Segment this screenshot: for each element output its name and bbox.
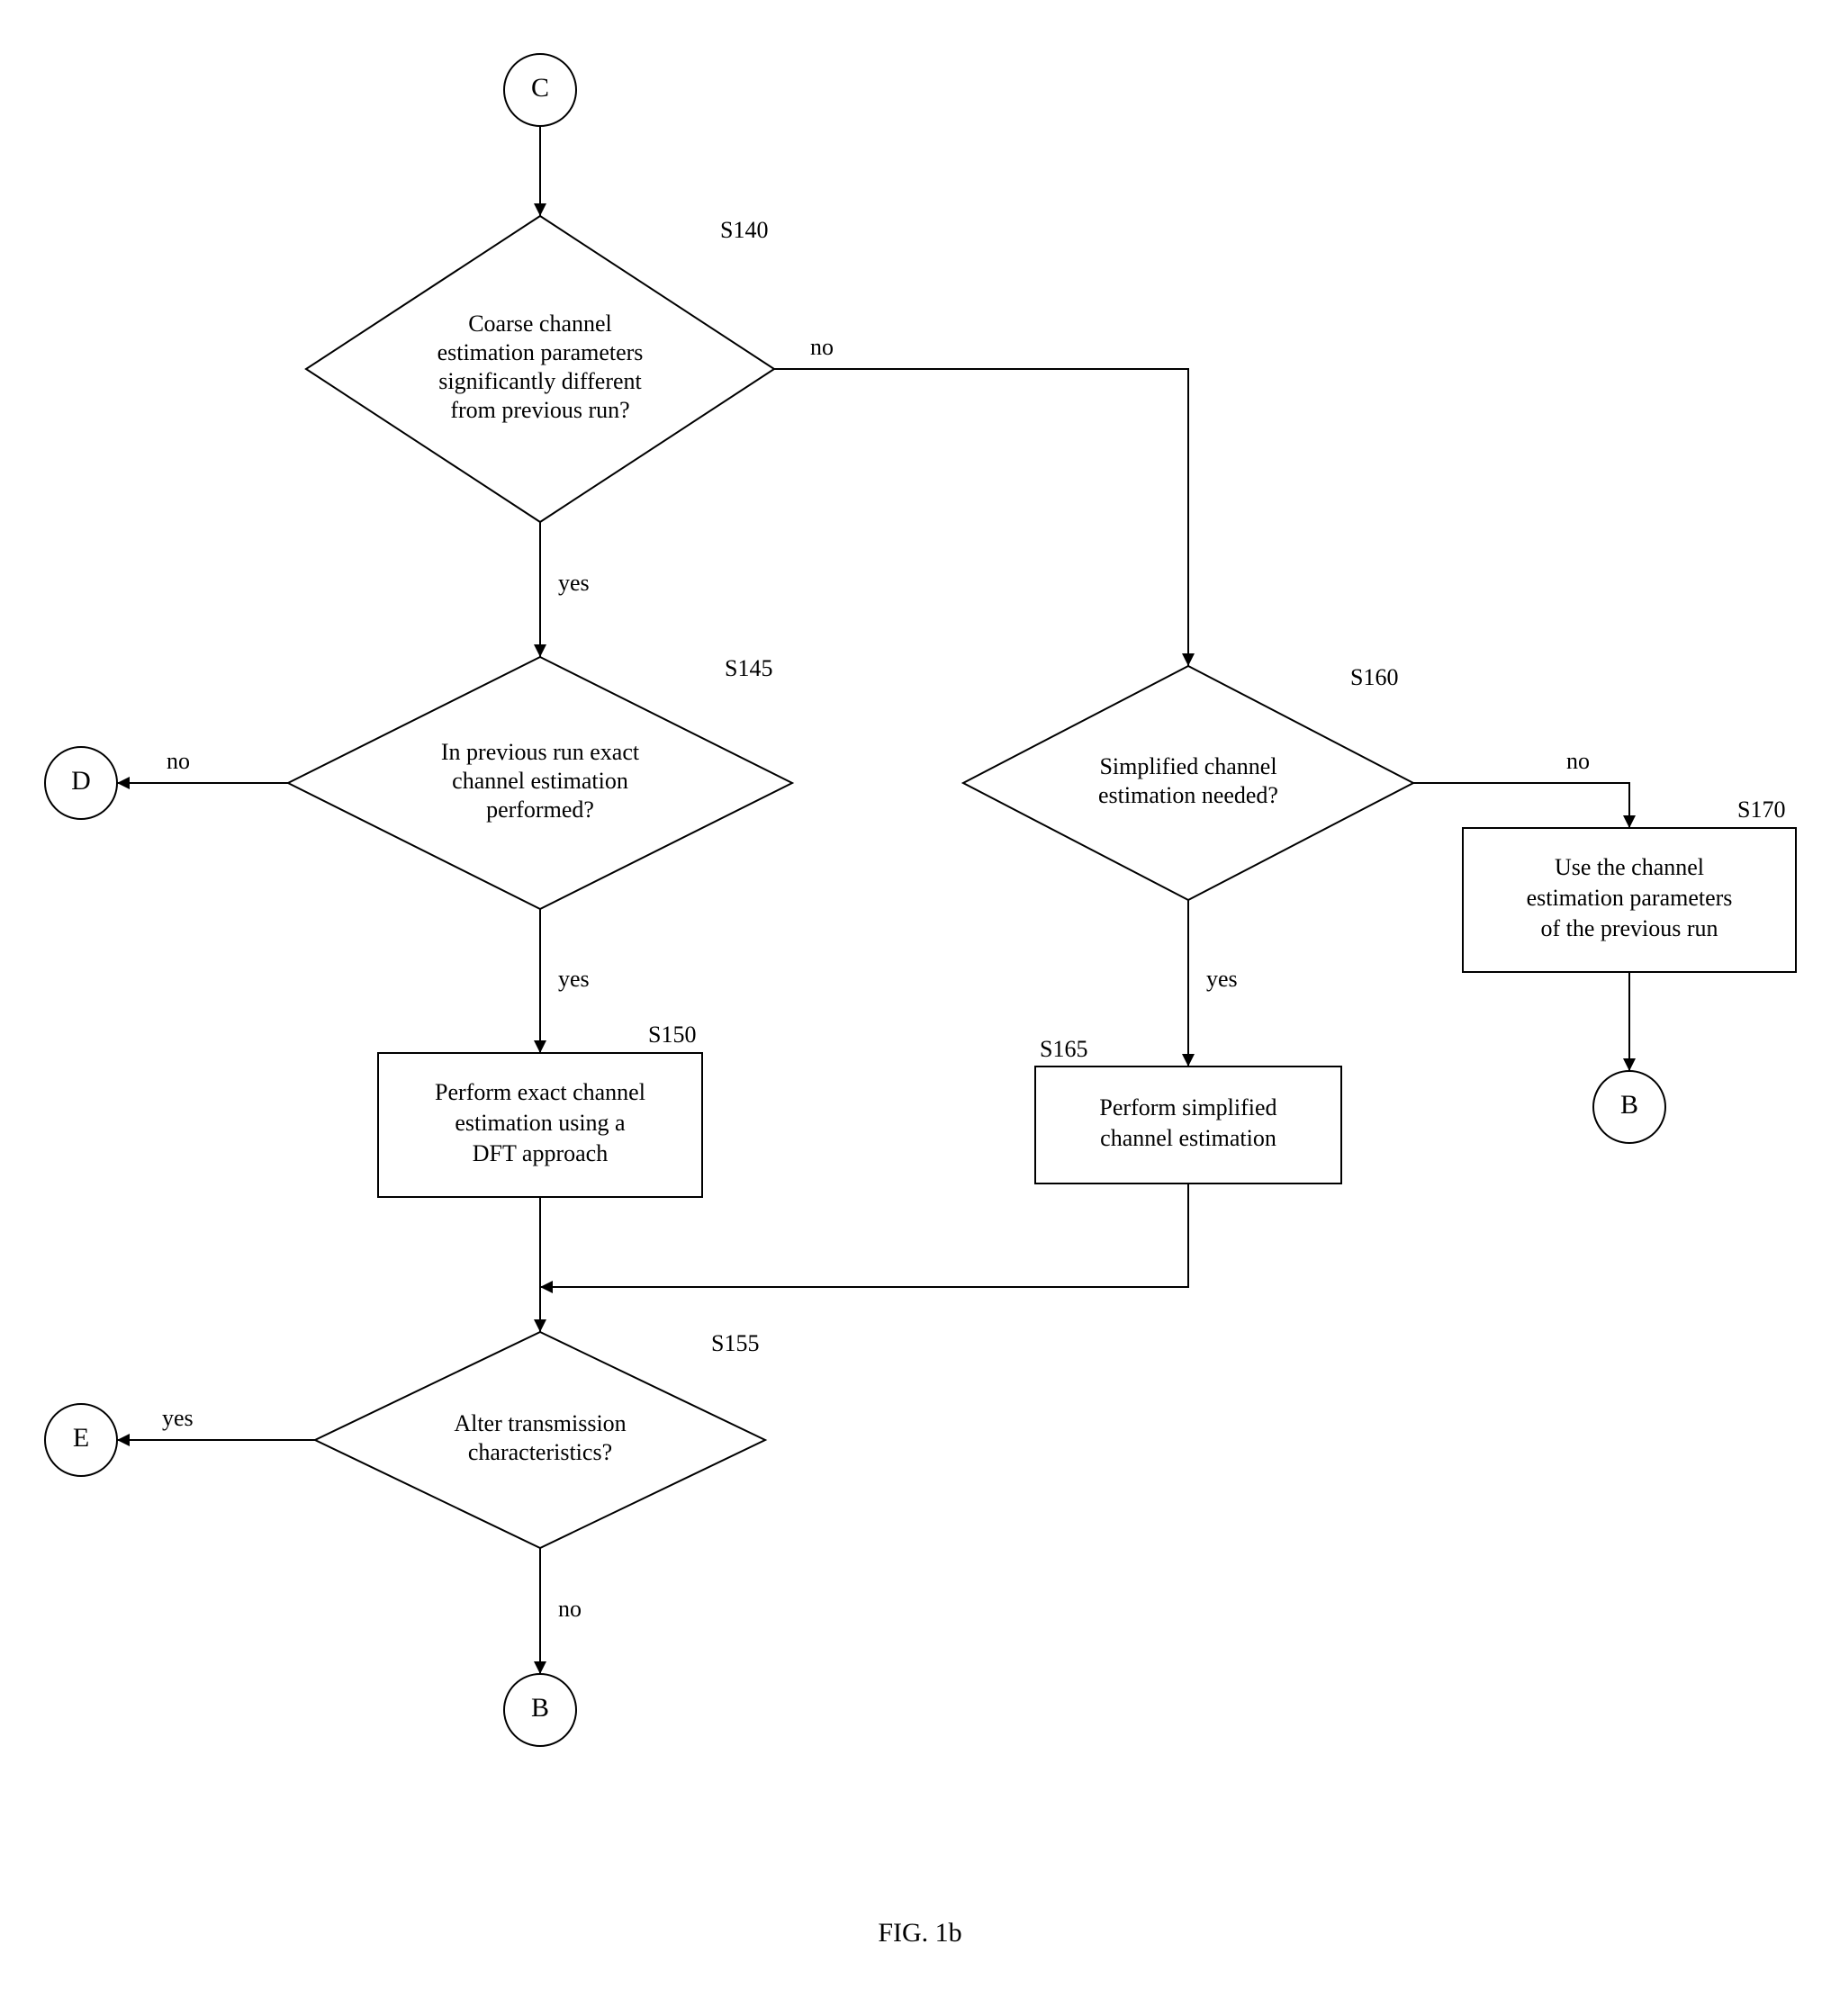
step-label-S155: S155 [711, 1330, 759, 1356]
step-label-S165: S165 [1040, 1036, 1087, 1062]
node-text-D: D [71, 766, 91, 796]
edge-label: no [558, 1596, 582, 1622]
edge-label: yes [162, 1405, 194, 1431]
node-text-B2: B [531, 1693, 549, 1723]
flow-edge [1413, 783, 1629, 828]
step-label-S170: S170 [1737, 796, 1785, 823]
edge-label: no [810, 334, 834, 360]
node-text-C: C [531, 73, 549, 103]
node-text-B1: B [1620, 1090, 1638, 1120]
edge-label: yes [1206, 966, 1238, 992]
step-label-S150: S150 [648, 1022, 696, 1048]
edge-label: no [1566, 748, 1590, 774]
edge-label: yes [558, 966, 590, 992]
figure-label: FIG. 1b [878, 1918, 961, 1948]
edge-label: no [167, 748, 190, 774]
step-label-S160: S160 [1350, 664, 1398, 690]
node-text-S170: Use the channelestimation parametersof t… [1527, 854, 1733, 941]
node-text-E: E [73, 1423, 89, 1453]
edge-label: yes [558, 570, 590, 596]
flow-edge [540, 1184, 1188, 1287]
flow-edge [774, 369, 1188, 666]
step-label-S140: S140 [720, 217, 768, 243]
step-label-S145: S145 [725, 655, 772, 681]
